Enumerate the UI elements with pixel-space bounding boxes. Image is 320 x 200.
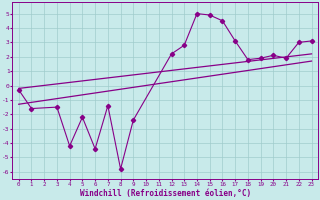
X-axis label: Windchill (Refroidissement éolien,°C): Windchill (Refroidissement éolien,°C) (80, 189, 251, 198)
